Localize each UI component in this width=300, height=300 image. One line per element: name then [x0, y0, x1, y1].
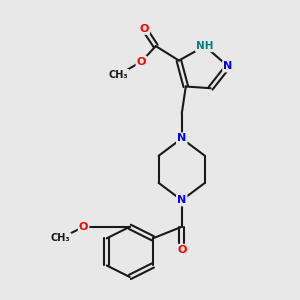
Text: O: O	[177, 245, 186, 255]
Text: CH₃: CH₃	[108, 70, 128, 80]
Text: N: N	[177, 195, 186, 205]
Text: NH: NH	[196, 41, 214, 51]
Text: O: O	[137, 57, 146, 67]
Text: N: N	[223, 61, 232, 71]
Text: O: O	[79, 222, 88, 232]
Text: N: N	[177, 134, 186, 143]
Text: CH₃: CH₃	[51, 233, 70, 243]
Text: O: O	[140, 24, 149, 34]
